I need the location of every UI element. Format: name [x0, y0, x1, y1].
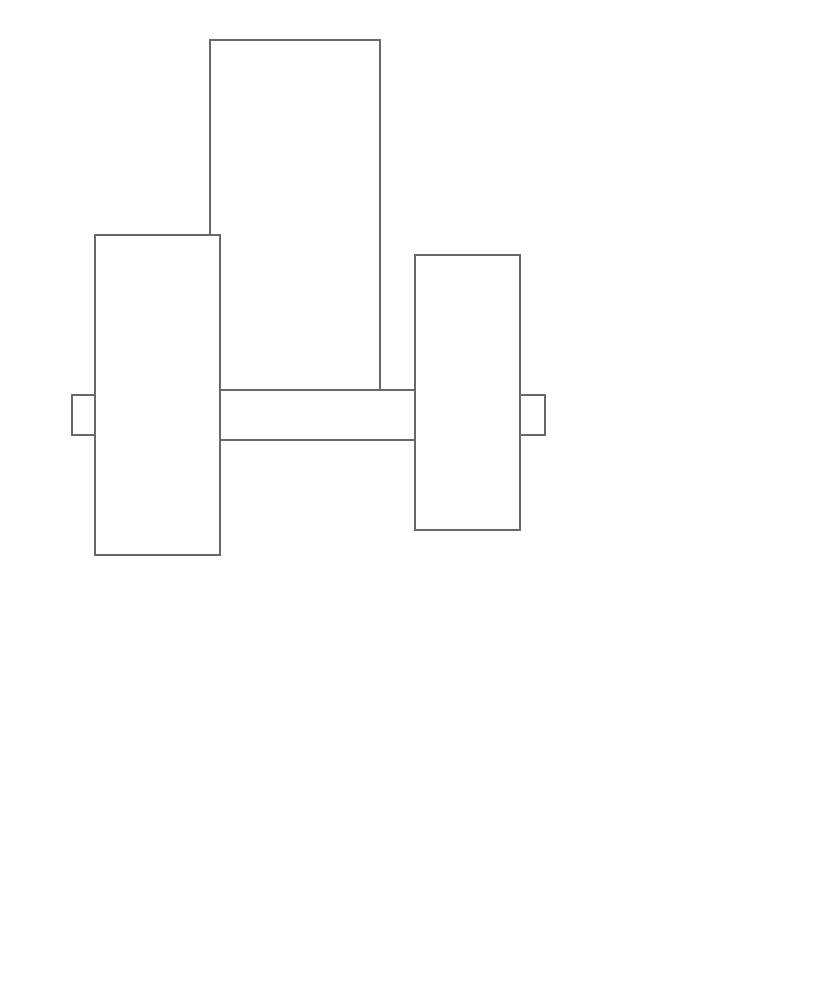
right-block-shape: [415, 255, 520, 530]
left-block-shape: [95, 235, 220, 555]
top-block-shape: [210, 40, 380, 390]
right-stub-shape: [520, 395, 545, 435]
axle-shape: [220, 390, 415, 440]
left-stub-shape: [72, 395, 95, 435]
